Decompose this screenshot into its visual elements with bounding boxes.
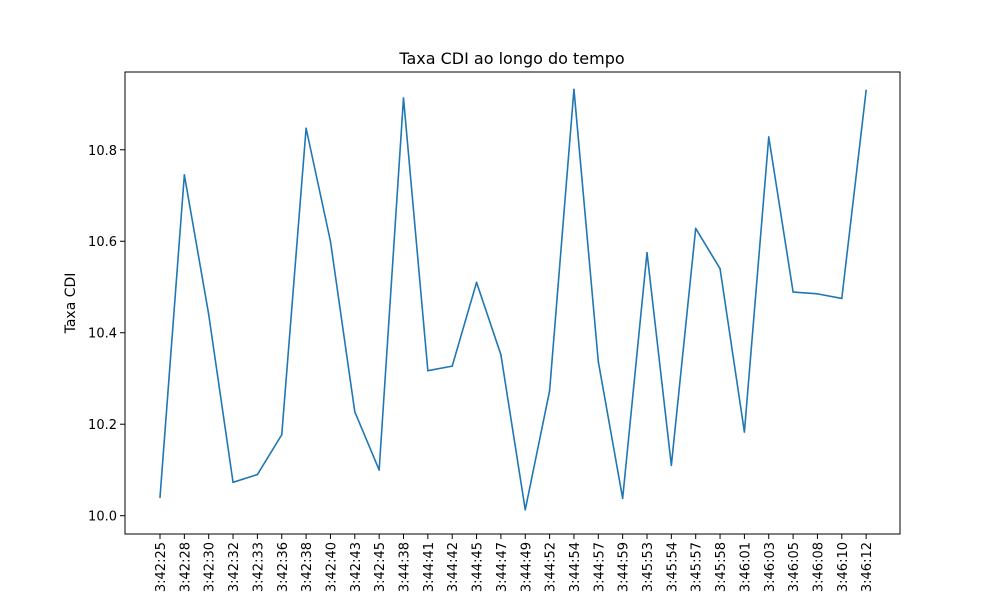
x-tick-label: 3:46:03 bbox=[763, 542, 778, 592]
data-point bbox=[207, 313, 210, 316]
y-tick-label: 10.0 bbox=[88, 510, 117, 525]
data-point bbox=[865, 89, 867, 92]
data-point bbox=[354, 411, 356, 413]
x-tick-label: 3:42:45 bbox=[373, 542, 388, 592]
y-tick-label: 10.2 bbox=[88, 418, 117, 433]
chart-title: Taxa CDI ao longo do tempo bbox=[398, 49, 624, 68]
x-tick-label: 3:42:32 bbox=[227, 542, 242, 592]
data-point bbox=[548, 390, 551, 392]
data-point bbox=[816, 293, 819, 295]
data-point bbox=[524, 508, 527, 511]
data-point bbox=[767, 136, 770, 138]
x-tick-label: 3:44:52 bbox=[544, 542, 559, 592]
x-tick-label: 3:45:58 bbox=[714, 542, 729, 592]
data-point bbox=[232, 481, 234, 484]
x-tick-label: 3:46:08 bbox=[811, 542, 826, 592]
x-tick-label: 3:44:47 bbox=[495, 542, 510, 592]
data-point bbox=[719, 267, 721, 270]
x-tick-label: 3:44:57 bbox=[592, 542, 607, 592]
data-point bbox=[159, 496, 161, 499]
y-tick-label: 10.6 bbox=[88, 235, 117, 250]
data-point bbox=[792, 291, 794, 293]
x-tick-label: 3:44:38 bbox=[398, 542, 413, 592]
data-point bbox=[694, 227, 697, 230]
data-point bbox=[305, 127, 307, 130]
x-tick-label: 3:42:28 bbox=[178, 542, 193, 592]
data-point bbox=[573, 88, 575, 91]
data-point bbox=[743, 431, 746, 433]
x-tick-label: 3:45:53 bbox=[641, 542, 656, 592]
x-tick-label: 3:44:59 bbox=[617, 542, 632, 592]
x-tick-label: 3:44:42 bbox=[446, 542, 461, 592]
data-point bbox=[183, 174, 186, 176]
x-tick-label: 3:44:54 bbox=[568, 542, 583, 592]
data-point bbox=[597, 360, 600, 363]
data-point bbox=[841, 297, 843, 300]
x-tick-label: 3:42:25 bbox=[154, 542, 169, 592]
data-point bbox=[475, 281, 478, 284]
y-tick-label: 10.8 bbox=[88, 144, 117, 159]
data-point bbox=[402, 97, 405, 99]
series-line bbox=[159, 88, 867, 511]
data-point bbox=[646, 251, 648, 254]
x-tick-label: 3:44:41 bbox=[422, 542, 437, 592]
x-tick-label: 3:46:12 bbox=[860, 542, 875, 592]
y-tick-label: 10.4 bbox=[88, 327, 117, 342]
x-tick-label: 3:46:05 bbox=[787, 542, 802, 592]
x-tick-label: 3:42:33 bbox=[251, 542, 266, 592]
x-tick-label: 3:42:38 bbox=[300, 542, 315, 592]
x-tick-label: 3:44:49 bbox=[519, 542, 534, 592]
data-point bbox=[256, 473, 259, 476]
x-tick-label: 3:46:10 bbox=[836, 542, 851, 592]
x-tick-label: 3:42:40 bbox=[324, 542, 339, 592]
data-point bbox=[670, 464, 673, 467]
plot-frame bbox=[124, 71, 901, 535]
x-tick-label: 3:42:30 bbox=[203, 542, 218, 592]
data-point bbox=[280, 433, 283, 436]
data-point bbox=[621, 497, 624, 500]
plot-area: 10.0 10.2 10.4 10.6 10.8 3:42:25 3:42:28 3:42:3… bbox=[88, 71, 901, 592]
data-point bbox=[329, 240, 332, 243]
x-tick-label: 3:42:36 bbox=[276, 542, 291, 592]
data-point bbox=[427, 369, 429, 372]
data-point bbox=[500, 353, 502, 356]
data-point bbox=[451, 365, 454, 367]
x-tick-label: 3:44:45 bbox=[471, 542, 486, 592]
x-tick-label: 3:42:43 bbox=[349, 542, 364, 592]
y-axis-label: Taxa CDI bbox=[63, 273, 79, 335]
x-tick-label: 3:45:57 bbox=[690, 542, 705, 592]
x-tick-label: 3:45:54 bbox=[665, 542, 680, 592]
x-tick-label: 3:46:01 bbox=[738, 542, 753, 592]
data-point bbox=[378, 469, 380, 471]
